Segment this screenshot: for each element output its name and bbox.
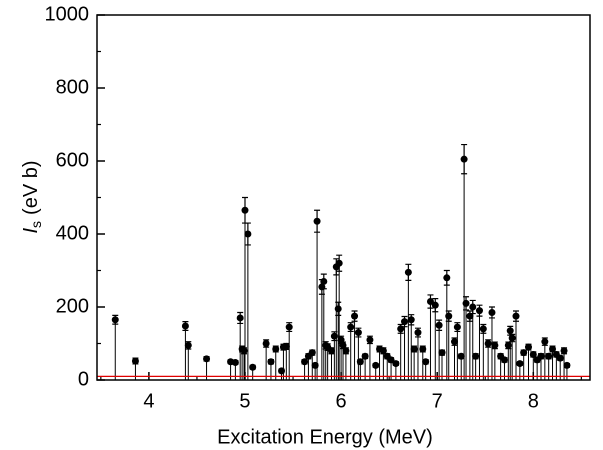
- point: [469, 303, 477, 311]
- point: [466, 312, 474, 320]
- point: [419, 345, 427, 353]
- x-tick-label: 4: [143, 390, 154, 412]
- point: [460, 155, 468, 163]
- point: [506, 327, 514, 335]
- point: [282, 342, 290, 350]
- point: [241, 206, 249, 214]
- point: [537, 352, 545, 360]
- point: [351, 312, 359, 320]
- point: [556, 354, 564, 362]
- y-tick-label: 200: [56, 295, 89, 317]
- point: [484, 340, 492, 347]
- point: [404, 268, 412, 276]
- x-tick-label: 7: [432, 390, 443, 412]
- point: [347, 323, 355, 331]
- point: [516, 360, 524, 368]
- point: [372, 361, 380, 369]
- point: [401, 318, 409, 326]
- point: [335, 259, 343, 267]
- point: [327, 347, 335, 355]
- point: [520, 349, 528, 357]
- point: [342, 347, 350, 355]
- point: [407, 316, 415, 324]
- point: [504, 341, 512, 349]
- point: [379, 347, 387, 355]
- point: [111, 316, 119, 324]
- point: [414, 329, 422, 337]
- point: [529, 350, 537, 358]
- point: [272, 345, 280, 353]
- point: [184, 341, 192, 349]
- point: [563, 361, 571, 369]
- point: [453, 323, 461, 331]
- point: [354, 329, 362, 337]
- point: [450, 338, 458, 346]
- point: [181, 322, 189, 330]
- point: [549, 345, 557, 353]
- point: [431, 301, 439, 309]
- point: [545, 352, 553, 360]
- y-tick-label: 600: [56, 149, 89, 171]
- point: [560, 347, 568, 355]
- point: [387, 356, 395, 364]
- point: [285, 323, 293, 331]
- point: [475, 307, 483, 315]
- point: [435, 321, 443, 329]
- point: [438, 349, 446, 357]
- point: [422, 358, 430, 366]
- x-axis-label: Excitation Energy (MeV): [217, 426, 433, 448]
- y-axis-label: Is (eV b): [20, 160, 43, 233]
- y-label-unit: (eV b): [20, 160, 42, 214]
- point: [410, 345, 418, 353]
- point: [443, 274, 451, 282]
- point: [320, 277, 328, 285]
- point: [262, 340, 270, 347]
- point: [366, 336, 374, 344]
- point: [500, 356, 508, 364]
- point: [541, 338, 549, 346]
- point: [131, 357, 139, 365]
- point: [524, 343, 532, 351]
- point: [249, 363, 257, 371]
- point: [512, 312, 520, 320]
- point: [472, 352, 480, 360]
- point: [457, 352, 465, 360]
- x-tick-label: 8: [528, 390, 539, 412]
- point: [488, 308, 496, 316]
- point: [267, 358, 275, 366]
- x-tick-label: 6: [336, 390, 347, 412]
- point: [462, 299, 470, 307]
- point: [330, 332, 338, 340]
- y-tick-label: 800: [56, 76, 89, 98]
- point: [231, 358, 239, 366]
- point: [236, 314, 244, 322]
- y-tick-label: 1000: [45, 3, 90, 25]
- point: [479, 325, 487, 333]
- point: [244, 230, 252, 238]
- point: [508, 334, 516, 342]
- point: [203, 355, 211, 363]
- point: [356, 358, 364, 366]
- point: [491, 341, 499, 349]
- point: [278, 367, 286, 375]
- y-label-symbol: I: [20, 228, 42, 234]
- plot-frame: [96, 14, 591, 381]
- point: [301, 358, 309, 366]
- point: [334, 305, 342, 313]
- y-tick-label: 400: [56, 222, 89, 244]
- y-tick-label: 0: [78, 368, 89, 390]
- point: [240, 347, 248, 355]
- point: [445, 312, 453, 320]
- point: [313, 217, 321, 225]
- point: [308, 349, 316, 357]
- y-label-subscript: s: [28, 221, 44, 228]
- point: [311, 361, 319, 369]
- point: [361, 352, 369, 360]
- point: [339, 341, 347, 349]
- point: [392, 360, 400, 368]
- x-tick-label: 5: [239, 390, 250, 412]
- point: [426, 298, 434, 306]
